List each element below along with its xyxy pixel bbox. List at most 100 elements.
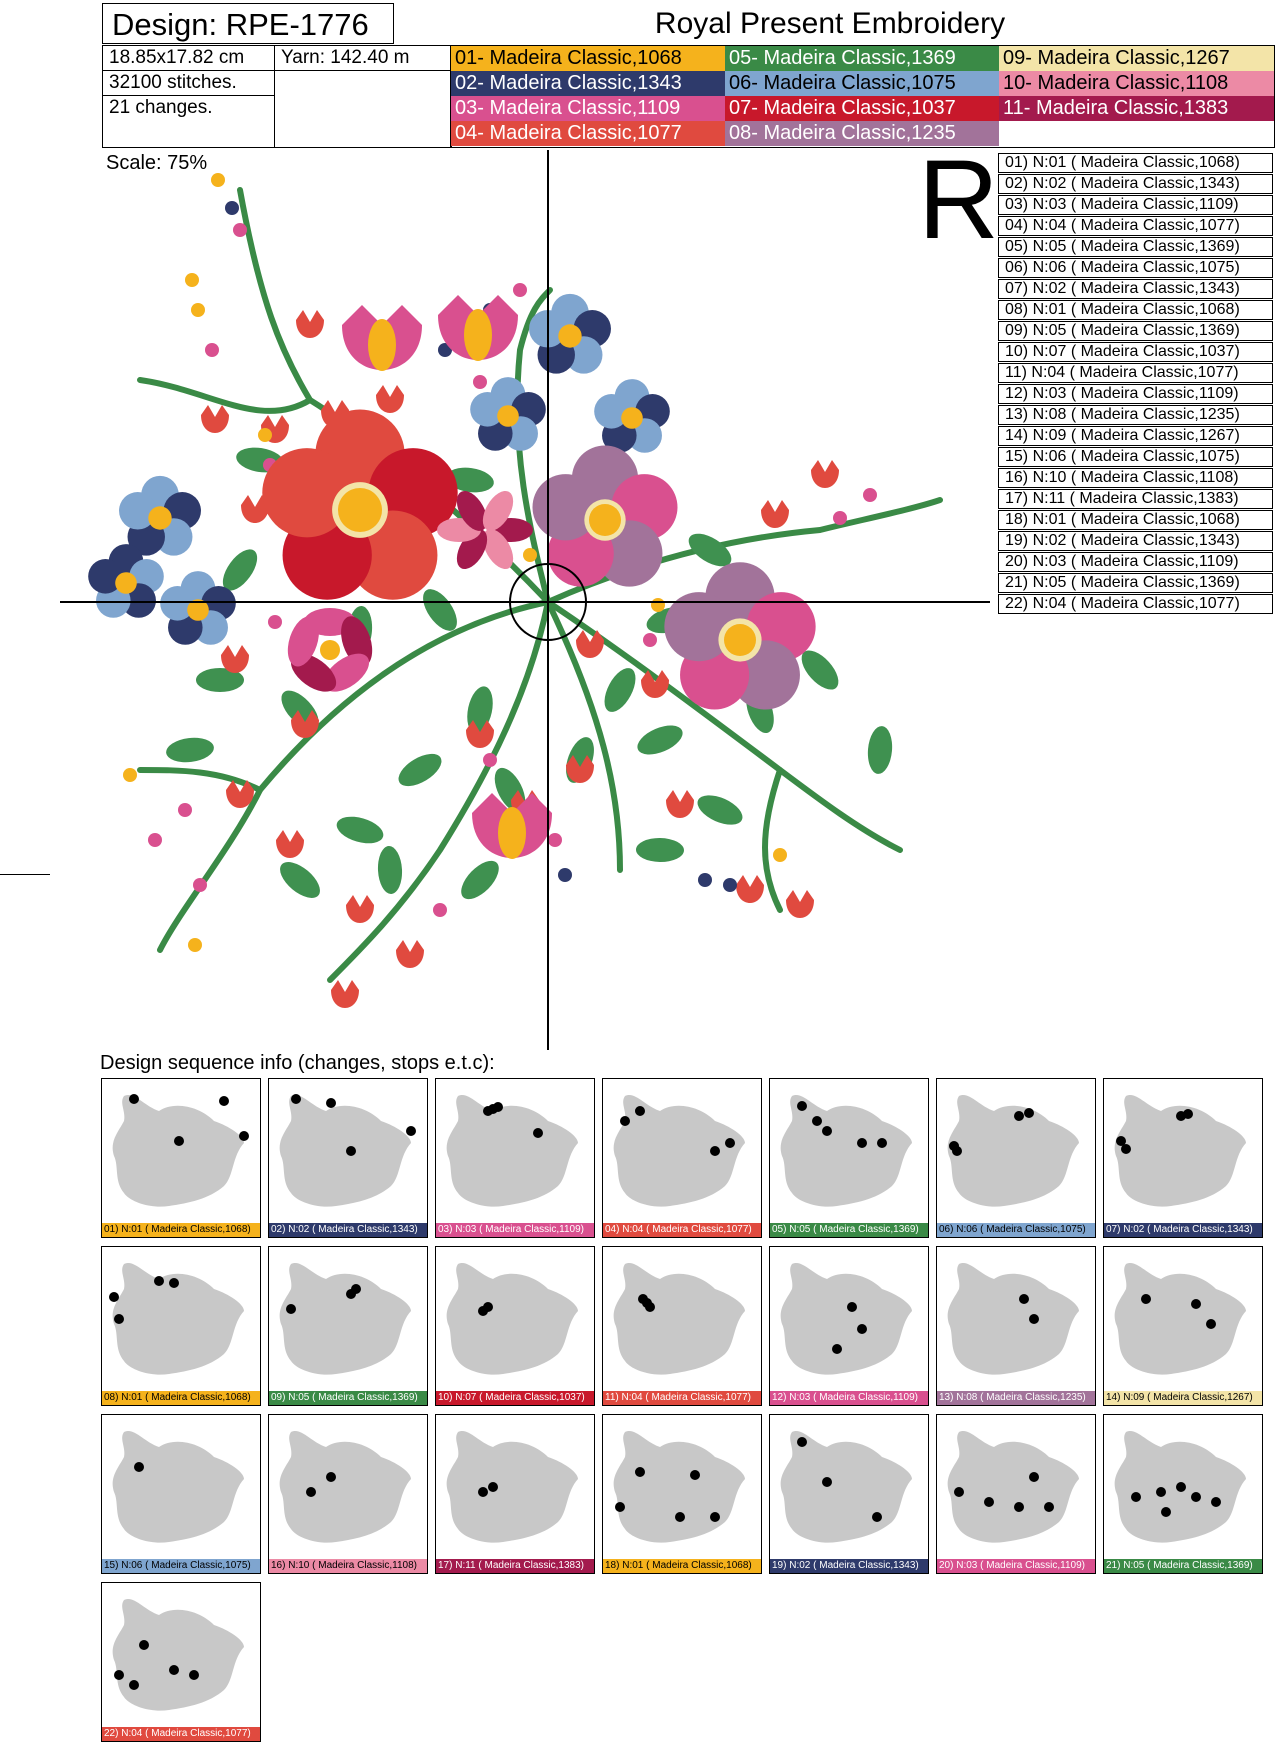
thumbnail-caption: 21) N:05 ( Madeira Classic,1369) (1104, 1559, 1262, 1573)
stitched-region-2 (857, 1324, 867, 1334)
design-silhouette (446, 1094, 578, 1207)
leaf-1 (196, 668, 244, 692)
stitched-region-5 (129, 1680, 139, 1690)
star-flower-center (320, 640, 340, 660)
center-flower-petal-2 (482, 529, 514, 570)
thumbnail-caption: 14) N:09 ( Madeira Classic,1267) (1104, 1391, 1262, 1405)
thumbnail-caption: 20) N:03 ( Madeira Classic,1109) (937, 1559, 1095, 1573)
sequence-row-21: 21) N:05 ( Madeira Classic,1369) (998, 573, 1273, 593)
stitched-region-1 (635, 1467, 645, 1477)
stitched-region-1 (286, 1304, 296, 1314)
stitched-region-1 (1019, 1294, 1029, 1304)
stitched-region-2 (1183, 1109, 1193, 1119)
sequence-row-03: 03) N:03 ( Madeira Classic,1109) (998, 195, 1273, 215)
leaf-15 (604, 668, 636, 712)
tulip-bud-15 (346, 895, 374, 923)
embroidery-preview (60, 150, 990, 1050)
sequence-row-01: 01) N:01 ( Madeira Classic,1068) (998, 153, 1273, 173)
thumbnail-caption: 22) N:04 ( Madeira Classic,1077) (102, 1727, 260, 1741)
info-table: 18.85x17.82 cm Yarn: 142.40 m 32100 stit… (102, 45, 452, 148)
palette-swatch-05: 05- Madeira Classic,1369 (725, 46, 999, 71)
sequence-thumbnail-02: 02) N:02 ( Madeira Classic,1343) (268, 1078, 428, 1238)
thumbnail-caption: 12) N:03 ( Madeira Classic,1109) (770, 1391, 928, 1405)
stitched-region-4 (857, 1138, 867, 1148)
palette-swatch-09: 09- Madeira Classic,1267 (999, 46, 1274, 71)
pansy-2-center (497, 405, 519, 427)
accent-dot-3 (233, 223, 247, 237)
stitched-region-2 (822, 1477, 832, 1487)
sequence-row-05: 05) N:05 ( Madeira Classic,1369) (998, 237, 1273, 257)
thumbnail-caption: 08) N:01 ( Madeira Classic,1068) (102, 1391, 260, 1405)
stitched-region-4 (675, 1512, 685, 1522)
thumbnail-silhouette (1114, 1430, 1246, 1543)
accent-dot-14 (651, 598, 665, 612)
stitched-region-1 (620, 1116, 630, 1126)
design-silhouette (446, 1430, 578, 1543)
stitched-region-3 (109, 1292, 119, 1302)
palette-swatch-11: 11- Madeira Classic,1383 (999, 96, 1274, 121)
palette-swatch-06: 06- Madeira Classic,1075 (725, 71, 999, 96)
thumbnail-silhouette (780, 1262, 912, 1375)
stitched-region-4 (1121, 1144, 1131, 1154)
stem-2 (157, 599, 551, 953)
stitched-region-4 (952, 1146, 962, 1156)
stitched-region-2 (1029, 1314, 1039, 1324)
palette-swatch-01: 01- Madeira Classic,1068 (451, 46, 725, 71)
sequence-thumbnail-04: 04) N:04 ( Madeira Classic,1077) (602, 1078, 762, 1238)
design-silhouette (112, 1598, 244, 1711)
yarn-value: Yarn: 142.40 m (275, 46, 451, 71)
design-silhouette (947, 1430, 1079, 1543)
thumbnail-caption: 01) N:01 ( Madeira Classic,1068) (102, 1223, 260, 1237)
thumbnail-silhouette (279, 1430, 411, 1543)
tulip-bud-21 (786, 890, 814, 918)
stitched-region-3 (1206, 1319, 1216, 1329)
leaf-26 (867, 726, 893, 774)
leaf-19 (222, 549, 258, 591)
design-silhouette (279, 1094, 411, 1207)
embroidery-artwork (88, 173, 943, 1008)
stitched-region-4 (1044, 1502, 1054, 1512)
thumbnail-silhouette (446, 1094, 578, 1207)
sequence-heading: Design sequence info (changes, stops e.t… (100, 1052, 495, 1074)
accent-dot-11 (513, 283, 527, 297)
design-silhouette (780, 1430, 912, 1543)
stem-9 (137, 767, 263, 793)
sequence-row-18: 18) N:01 ( Madeira Classic,1068) (998, 510, 1273, 530)
pansy-2-petal-5 (470, 392, 505, 427)
stitched-region-3 (169, 1665, 179, 1675)
stitched-region-2 (1156, 1487, 1166, 1497)
design-id-label: Design: RPE-1776 (102, 3, 394, 44)
design-silhouette (947, 1262, 1079, 1375)
sequence-thumbnail-18: 18) N:01 ( Madeira Classic,1068) (602, 1414, 762, 1574)
sequence-row-16: 16) N:10 ( Madeira Classic,1108) (998, 468, 1273, 488)
accent-dot-17 (178, 803, 192, 817)
thumbnail-silhouette (279, 1094, 416, 1207)
sequence-row-08: 08) N:01 ( Madeira Classic,1068) (998, 300, 1273, 320)
design-silhouette (613, 1430, 745, 1543)
stitched-region-3 (872, 1512, 882, 1522)
design-silhouette (780, 1094, 912, 1207)
tulip-large-1-center (368, 319, 396, 371)
design-silhouette (112, 1262, 244, 1375)
accent-dot-22 (548, 833, 562, 847)
leaf-17 (688, 533, 732, 567)
stitched-region-1 (478, 1487, 488, 1497)
accent-dot-16 (123, 768, 137, 782)
stitched-region-1 (129, 1094, 139, 1104)
palette-swatch-04: 04- Madeira Classic,1077 (451, 121, 725, 146)
stitched-region-4 (533, 1128, 543, 1138)
stitches-value: 32100 stitches. (103, 71, 275, 96)
stitched-region-1 (134, 1462, 144, 1472)
sequence-row-09: 09) N:05 ( Madeira Classic,1369) (998, 321, 1273, 341)
stitch-sequence-list: 01) N:01 ( Madeira Classic,1068) 02) N:02… (998, 152, 1273, 614)
palette-swatch-07: 07- Madeira Classic,1037 (725, 96, 999, 121)
stitched-region-2 (690, 1470, 700, 1480)
design-silhouette (279, 1430, 411, 1543)
design-silhouette (613, 1262, 745, 1375)
stitched-region-3 (1014, 1502, 1024, 1512)
stem-8 (137, 377, 313, 414)
thumbnail-silhouette (780, 1430, 912, 1543)
accent-dot-21 (433, 903, 447, 917)
sequence-row-15: 15) N:06 ( Madeira Classic,1075) (998, 447, 1273, 467)
tulip-bud-23 (566, 755, 594, 783)
